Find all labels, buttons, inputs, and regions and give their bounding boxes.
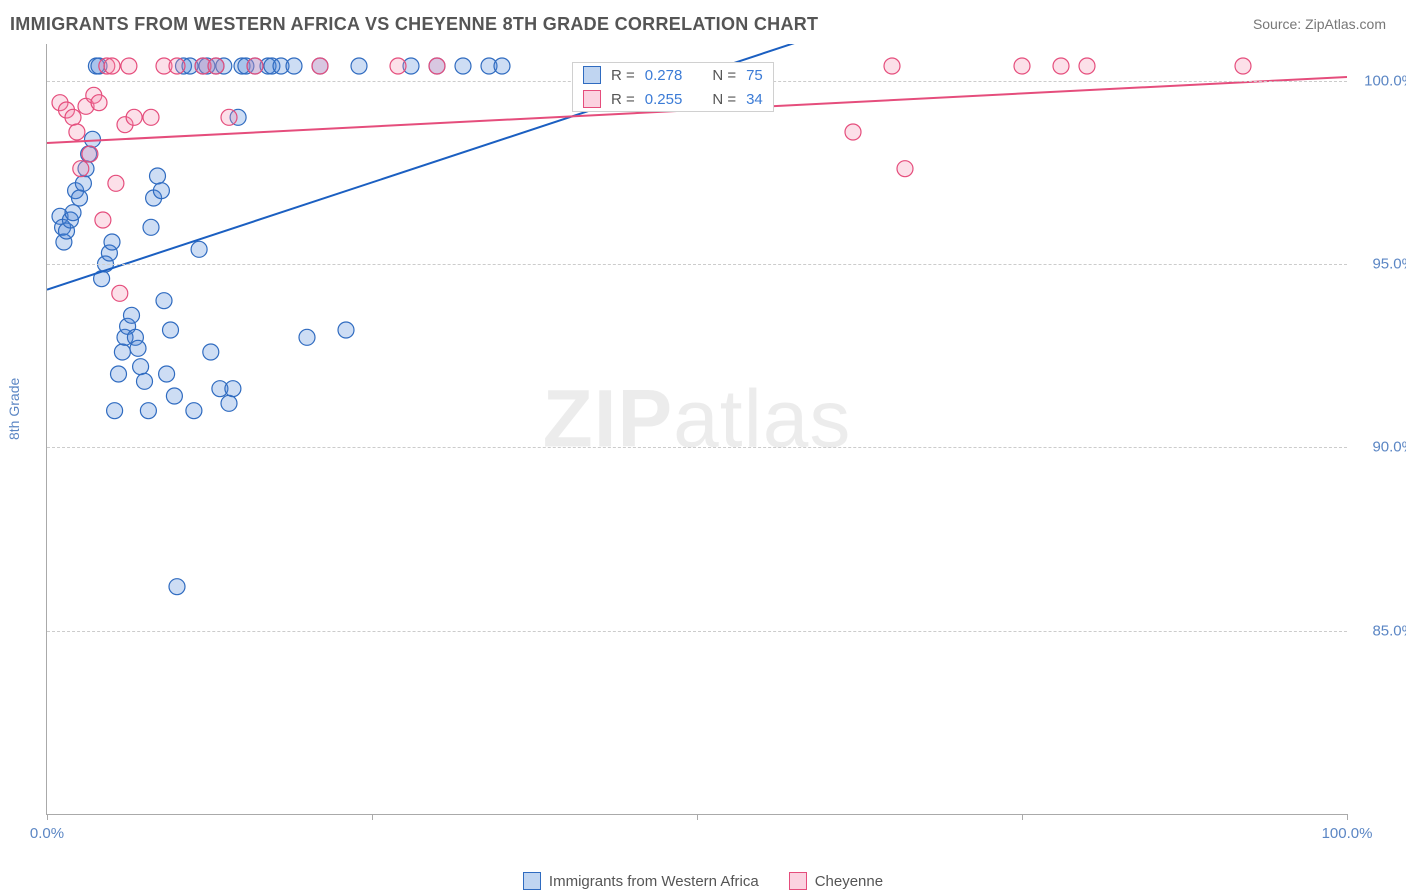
scatter-point-blue <box>124 307 140 323</box>
scatter-point-blue <box>150 168 166 184</box>
scatter-point-blue <box>75 175 91 191</box>
x-tick-label: 0.0% <box>30 825 64 842</box>
stat-r-value: 0.255 <box>645 91 683 108</box>
stat-row-blue: R = 0.278 N = 75 <box>573 63 773 87</box>
scatter-point-pink <box>108 175 124 191</box>
stat-r-label: R = <box>611 91 635 108</box>
scatter-point-blue <box>156 293 172 309</box>
chart-title: IMMIGRANTS FROM WESTERN AFRICA VS CHEYEN… <box>10 14 818 35</box>
scatter-point-pink <box>1079 58 1095 74</box>
x-tick-mark <box>697 814 698 820</box>
gridline-h <box>47 264 1347 265</box>
scatter-point-pink <box>845 124 861 140</box>
scatter-point-blue <box>130 340 146 356</box>
scatter-point-blue <box>65 205 81 221</box>
scatter-point-blue <box>85 131 101 147</box>
scatter-point-pink <box>247 58 263 74</box>
scatter-point-pink <box>1053 58 1069 74</box>
scatter-point-pink <box>91 95 107 111</box>
scatter-point-blue <box>166 388 182 404</box>
stat-row-pink: R = 0.255 N = 34 <box>573 87 773 111</box>
scatter-point-pink <box>126 109 142 125</box>
scatter-point-blue <box>191 241 207 257</box>
scatter-point-pink <box>65 109 81 125</box>
scatter-point-pink <box>429 58 445 74</box>
stat-r-value: 0.278 <box>645 67 683 84</box>
y-tick-label: 85.0% <box>1372 622 1406 639</box>
scatter-point-pink <box>221 109 237 125</box>
scatter-point-blue <box>225 381 241 397</box>
stat-r-label: R = <box>611 67 635 84</box>
scatter-point-blue <box>153 183 169 199</box>
legend-label: Immigrants from Western Africa <box>549 873 759 890</box>
scatter-point-blue <box>286 58 302 74</box>
scatter-point-pink <box>884 58 900 74</box>
scatter-point-pink <box>104 58 120 74</box>
y-tick-label: 100.0% <box>1364 72 1406 89</box>
scatter-point-blue <box>143 219 159 235</box>
stat-n-value: 75 <box>746 67 763 84</box>
scatter-point-blue <box>104 234 120 250</box>
swatch-pink-icon <box>583 90 601 108</box>
scatter-point-blue <box>114 344 130 360</box>
source-attribution: Source: ZipAtlas.com <box>1253 16 1386 32</box>
x-tick-mark <box>1022 814 1023 820</box>
scatter-point-pink <box>143 109 159 125</box>
scatter-point-blue <box>159 366 175 382</box>
scatter-point-pink <box>112 285 128 301</box>
scatter-point-blue <box>299 329 315 345</box>
scatter-point-pink <box>95 212 111 228</box>
scatter-point-blue <box>163 322 179 338</box>
swatch-blue-icon <box>583 66 601 84</box>
x-tick-mark <box>1347 814 1348 820</box>
scatter-point-pink <box>69 124 85 140</box>
scatter-point-pink <box>82 146 98 162</box>
stat-n-label: N = <box>712 91 736 108</box>
scatter-point-blue <box>338 322 354 338</box>
y-axis-label: 8th Grade <box>6 378 22 440</box>
plot-area: ZIPatlas 85.0%90.0%95.0%100.0%0.0%100.0% <box>46 44 1347 815</box>
x-tick-label: 100.0% <box>1322 825 1373 842</box>
scatter-point-blue <box>186 403 202 419</box>
stat-n-label: N = <box>712 67 736 84</box>
legend-item-pink: Cheyenne <box>789 872 883 890</box>
scatter-point-pink <box>121 58 137 74</box>
scatter-point-blue <box>203 344 219 360</box>
x-tick-mark <box>372 814 373 820</box>
scatter-point-pink <box>1235 58 1251 74</box>
legend: Immigrants from Western Africa Cheyenne <box>0 872 1406 890</box>
stat-n-value: 34 <box>746 91 763 108</box>
scatter-point-blue <box>111 366 127 382</box>
legend-label: Cheyenne <box>815 873 883 890</box>
scatter-point-pink <box>73 161 89 177</box>
scatter-point-blue <box>351 58 367 74</box>
scatter-point-pink <box>208 58 224 74</box>
scatter-point-blue <box>72 190 88 206</box>
scatter-point-pink <box>390 58 406 74</box>
y-tick-label: 95.0% <box>1372 256 1406 273</box>
gridline-h <box>47 447 1347 448</box>
scatter-point-blue <box>221 395 237 411</box>
stats-box: R = 0.278 N = 75 R = 0.255 N = 34 <box>572 62 774 112</box>
scatter-point-blue <box>169 579 185 595</box>
plot-svg <box>47 44 1347 814</box>
legend-swatch-pink-icon <box>789 872 807 890</box>
gridline-h <box>47 631 1347 632</box>
scatter-point-blue <box>133 359 149 375</box>
scatter-point-blue <box>494 58 510 74</box>
scatter-point-pink <box>1014 58 1030 74</box>
legend-item-blue: Immigrants from Western Africa <box>523 872 759 890</box>
y-tick-label: 90.0% <box>1372 439 1406 456</box>
chart-container: IMMIGRANTS FROM WESTERN AFRICA VS CHEYEN… <box>0 0 1406 892</box>
legend-swatch-blue-icon <box>523 872 541 890</box>
scatter-point-blue <box>107 403 123 419</box>
scatter-point-blue <box>137 373 153 389</box>
scatter-point-blue <box>140 403 156 419</box>
scatter-point-pink <box>897 161 913 177</box>
x-tick-mark <box>47 814 48 820</box>
scatter-point-pink <box>169 58 185 74</box>
scatter-point-pink <box>312 58 328 74</box>
scatter-point-blue <box>455 58 471 74</box>
